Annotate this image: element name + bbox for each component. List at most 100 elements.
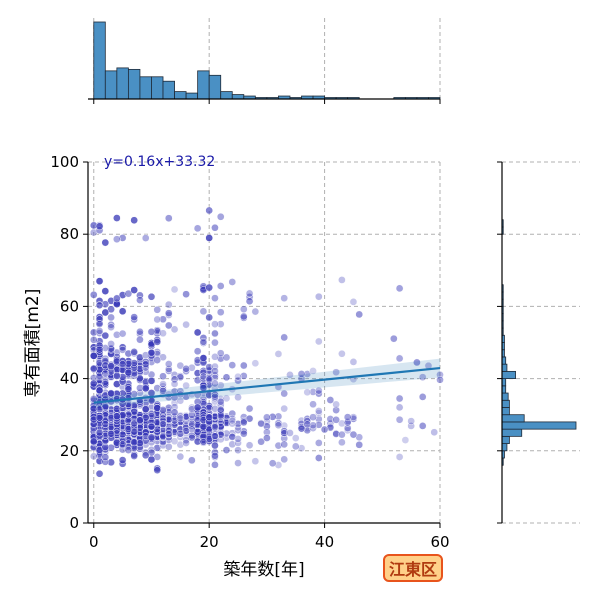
scatter-point (118, 440, 127, 448)
scatter-point (188, 411, 196, 419)
scatter-point (280, 427, 289, 436)
scatter-point (193, 328, 202, 337)
scatter-point (89, 336, 98, 344)
scatter-point (222, 373, 231, 382)
y-tick-label: 40 (60, 370, 79, 388)
ward-badge: 江東区 (383, 554, 443, 582)
x-histogram-bar (93, 21, 106, 100)
scatter-point (182, 439, 190, 447)
scatter-point (95, 386, 104, 395)
scatter-point (147, 422, 156, 431)
scatter-point (211, 223, 219, 232)
scatter-point (309, 400, 317, 409)
scatter-point (326, 396, 335, 404)
scatter-point (159, 372, 167, 381)
scatter-point (314, 407, 323, 415)
scatter-point (113, 330, 121, 339)
scatter-point (234, 426, 242, 434)
scatter-point (309, 367, 317, 375)
scatter-point (170, 399, 179, 407)
scatter-point (297, 424, 306, 433)
scatter-point (141, 358, 150, 366)
x-tick-label: 40 (315, 533, 334, 551)
scatter-point (251, 307, 260, 316)
x-histogram-bar (220, 91, 233, 100)
x-histogram-bar (231, 94, 245, 100)
scatter-point (107, 323, 115, 332)
scatter-point (205, 206, 214, 215)
scatter-point (113, 372, 121, 380)
scatter-point (159, 329, 167, 338)
scatter-point (211, 367, 219, 375)
scatter-point (205, 375, 214, 384)
scatter-point (188, 421, 196, 430)
scatter-point (280, 389, 289, 398)
scatter-point (395, 354, 404, 363)
scatter-point (170, 325, 179, 334)
scatter-point (239, 372, 248, 380)
scatter-point (118, 307, 127, 316)
scatter-point (89, 351, 98, 360)
scatter-point (141, 405, 150, 414)
scatter-point (401, 436, 410, 444)
scatter-point (130, 348, 139, 356)
scatter-point (141, 360, 150, 368)
scatter-point (280, 429, 289, 438)
x-histogram-bar (116, 67, 129, 100)
scatter-point (136, 327, 144, 336)
scatter-point (211, 451, 219, 460)
scatter-point (228, 419, 237, 428)
y-histogram-bar (501, 414, 525, 423)
scatter-point (407, 422, 415, 430)
scatter-point (95, 345, 104, 354)
scatter-point (170, 375, 179, 384)
scatter-point (228, 361, 237, 369)
scatter-point (326, 423, 335, 432)
scatter-point (176, 414, 185, 423)
scatter-point (164, 300, 173, 309)
x-histogram (88, 21, 441, 104)
y-histogram-bar (501, 399, 510, 408)
x-tick-label: 60 (430, 533, 449, 551)
x-histogram-bar (197, 70, 210, 100)
scatter-point (95, 413, 104, 422)
scatter-point (436, 375, 444, 384)
x-histogram-bar (127, 68, 141, 100)
scatter-point (355, 440, 364, 449)
scatter-point (159, 432, 167, 440)
scatter-point (251, 457, 260, 466)
scatter-point (309, 388, 317, 396)
scatter-point (216, 354, 225, 363)
scatter-point (309, 424, 317, 432)
scatter-point (309, 413, 317, 422)
scatter-point (136, 335, 144, 344)
scatter-point (216, 397, 225, 406)
scatter-point (245, 289, 254, 298)
scatter-point (170, 380, 179, 388)
scatter-point (164, 367, 173, 375)
scatter-point (216, 430, 225, 439)
scatter-point (239, 429, 248, 438)
x-histogram-bar (174, 91, 187, 100)
x-tick-label: 0 (89, 533, 99, 551)
scatter-point (332, 415, 340, 424)
scatter-point (303, 415, 312, 423)
scatter-point (130, 419, 139, 428)
scatter-point (211, 379, 219, 388)
scatter-point (349, 413, 358, 421)
scatter-point (199, 307, 208, 316)
scatter-point (95, 320, 104, 328)
scatter-point (124, 446, 133, 454)
scatter-point (164, 433, 173, 442)
scatter-point (211, 432, 219, 441)
scatter-point (159, 420, 167, 428)
scatter-point (395, 453, 404, 461)
scatter-point (199, 337, 208, 346)
scatter-point (113, 235, 121, 244)
scatter-point (101, 369, 110, 378)
scatter-point (107, 362, 115, 370)
scatter-point (130, 286, 139, 294)
scatter-point (430, 428, 439, 437)
